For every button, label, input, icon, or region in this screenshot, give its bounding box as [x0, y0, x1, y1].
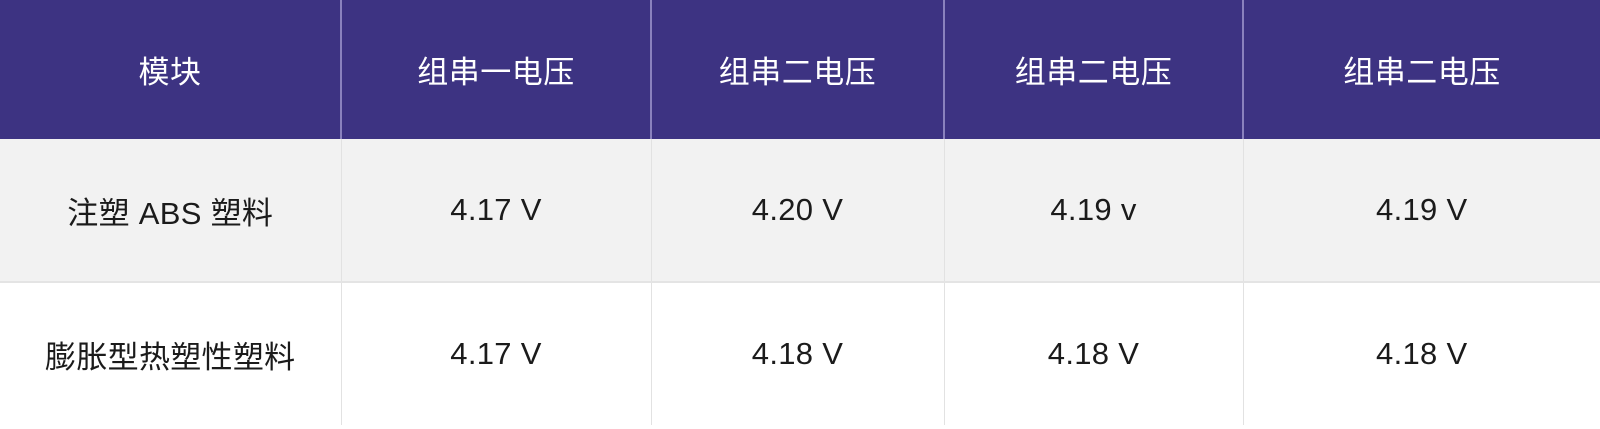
cell-string3: 4.18 V [944, 282, 1244, 425]
table-row: 膨胀型热塑性塑料 4.17 V 4.18 V 4.18 V 4.18 V [0, 282, 1600, 425]
table-header-row: 模块 组串一电压 组串二电压 组串二电压 组串二电压 [0, 0, 1600, 139]
cell-string2: 4.18 V [651, 282, 945, 425]
table-header: 模块 组串一电压 组串二电压 组串二电压 组串二电压 [0, 0, 1600, 139]
cell-module: 膨胀型热塑性塑料 [0, 282, 342, 425]
cell-module: 注塑 ABS 塑料 [0, 139, 342, 283]
column-header-string2[interactable]: 组串二电压 [651, 0, 945, 139]
column-header-string3[interactable]: 组串二电压 [944, 0, 1244, 139]
cell-string1: 4.17 V [341, 139, 652, 283]
cell-string1: 4.17 V [341, 282, 652, 425]
column-header-module[interactable]: 模块 [0, 0, 342, 139]
cell-string4: 4.18 V [1376, 336, 1468, 371]
column-header-string4[interactable]: 组串二电压 [1343, 55, 1501, 90]
cell-string3: 4.19 v [944, 139, 1244, 283]
column-header-string1[interactable]: 组串一电压 [341, 0, 652, 139]
table-row: 注塑 ABS 塑料 4.17 V 4.20 V 4.19 v 4.19 V [0, 139, 1600, 283]
table-body: 注塑 ABS 塑料 4.17 V 4.20 V 4.19 v 4.19 V 膨胀… [0, 139, 1600, 425]
cell-string4: 4.19 V [1243, 139, 1600, 283]
cell-string2: 4.20 V [651, 139, 945, 283]
